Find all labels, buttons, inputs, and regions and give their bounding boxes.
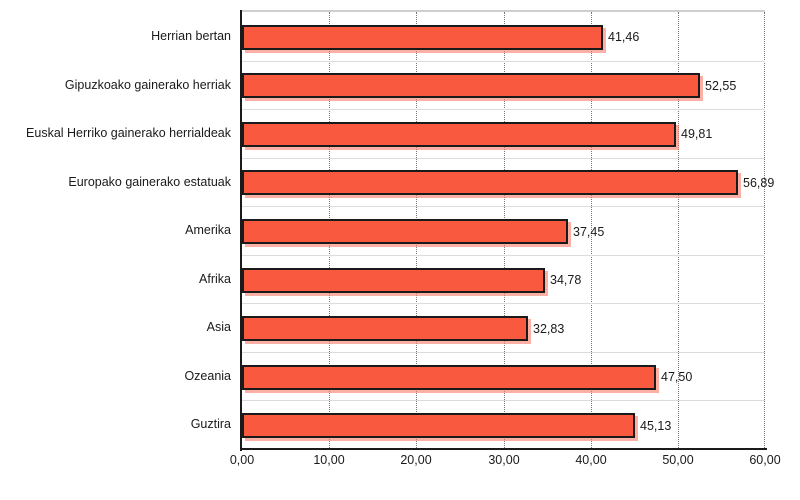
x-tick-label: 60,00 bbox=[749, 453, 781, 467]
x-tick-label: 50,00 bbox=[662, 453, 694, 467]
category-label: Euskal Herriko gainerako herrialdeak bbox=[26, 126, 231, 140]
plot-area: 41,46 52,55 49,81 56,89 37,45 34,78 32,83 47,50… bbox=[242, 10, 774, 449]
category-label: Europako gainerako estatuak bbox=[68, 175, 231, 189]
row-separator-line bbox=[242, 158, 765, 159]
vertical-dotted-gridline bbox=[764, 12, 765, 448]
category-label: Ozeania bbox=[184, 369, 231, 383]
bar-value-label: 37,45 bbox=[573, 225, 605, 239]
bar-value-label: 45,13 bbox=[640, 419, 672, 433]
vertical-dotted-gridline bbox=[591, 12, 592, 448]
category-label: Amerika bbox=[185, 223, 231, 237]
category-label: Gipuzkoako gainerako herriak bbox=[64, 78, 231, 92]
row-separator-line bbox=[242, 352, 765, 353]
bar-value-label: 32,83 bbox=[533, 322, 565, 336]
row-separator-line bbox=[242, 255, 765, 256]
category-label: Guztira bbox=[190, 417, 231, 431]
bar bbox=[242, 365, 656, 390]
category-axis-labels: Herrian bertan Gipuzkoako gainerako herri… bbox=[0, 12, 237, 449]
bar-value-label: 56,89 bbox=[743, 176, 775, 190]
x-tick-label: 0,00 bbox=[229, 453, 255, 467]
bar bbox=[242, 316, 528, 341]
row-separator-line bbox=[242, 61, 765, 62]
bar bbox=[242, 122, 676, 147]
row-separator-line bbox=[242, 400, 765, 401]
bar-value-label: 47,50 bbox=[661, 370, 693, 384]
bar bbox=[242, 413, 635, 438]
bar bbox=[242, 219, 568, 244]
x-axis-line bbox=[240, 448, 767, 450]
x-tick-label: 20,00 bbox=[400, 453, 432, 467]
bar-value-label: 52,55 bbox=[705, 79, 737, 93]
bar-value-label: 49,81 bbox=[681, 127, 713, 141]
y-axis-line bbox=[240, 10, 242, 451]
bar bbox=[242, 73, 700, 98]
category-label: Herrian bertan bbox=[151, 29, 231, 43]
bar bbox=[242, 268, 545, 293]
bar bbox=[242, 170, 738, 195]
x-tick-label: 10,00 bbox=[313, 453, 345, 467]
bar-value-label: 41,46 bbox=[608, 30, 640, 44]
row-separator-line bbox=[242, 303, 765, 304]
row-separator-line bbox=[242, 206, 765, 207]
x-tick-label: 40,00 bbox=[575, 453, 607, 467]
category-label: Asia bbox=[206, 320, 231, 334]
bar bbox=[242, 25, 603, 50]
row-separator-line bbox=[242, 109, 765, 110]
vertical-dotted-gridline bbox=[678, 12, 679, 448]
bar-value-label: 34,78 bbox=[550, 273, 582, 287]
x-tick-label: 30,00 bbox=[488, 453, 520, 467]
category-label: Afrika bbox=[199, 272, 231, 286]
